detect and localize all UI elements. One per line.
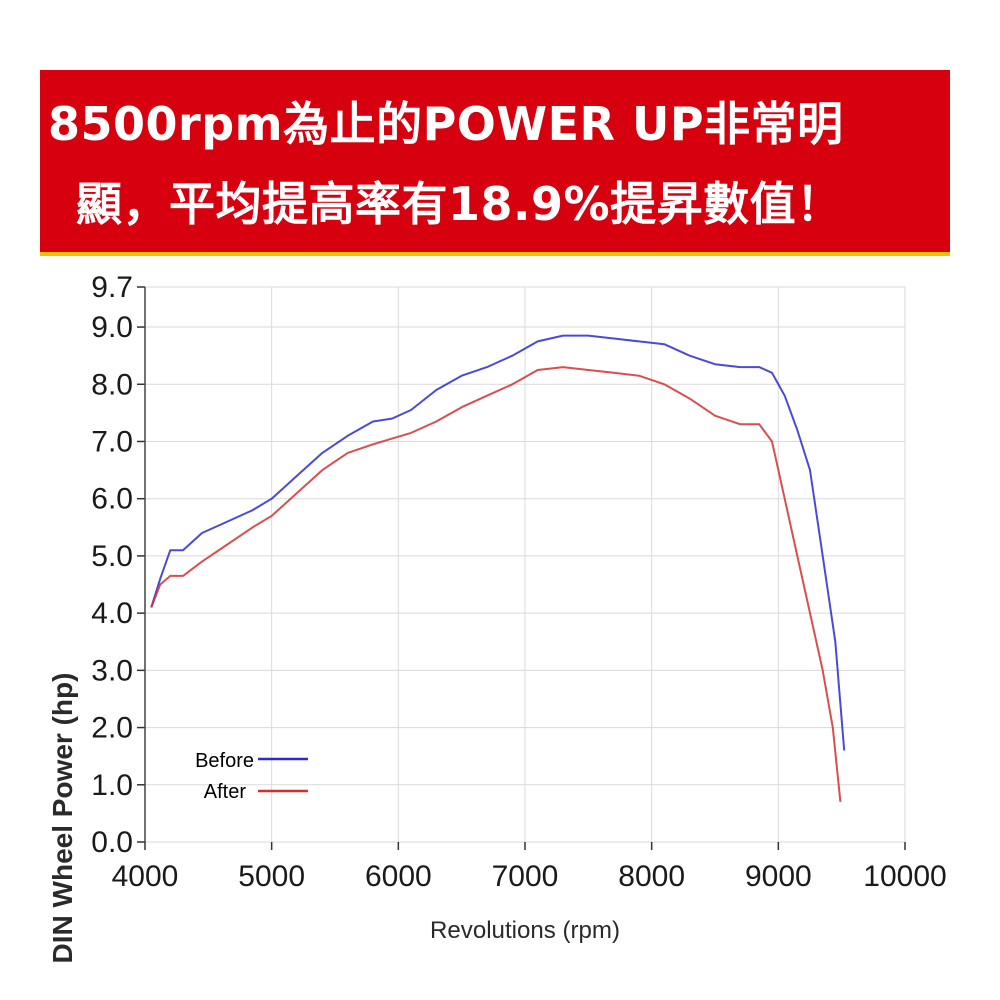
x-tick-label: 4000 [112, 860, 179, 893]
y-tick-label: 5.0 [91, 540, 133, 573]
y-tick-label: 3.0 [91, 654, 133, 687]
y-tick-label: 9.7 [91, 271, 133, 304]
y-tick-label: 9.0 [91, 311, 133, 344]
power-chart: 0.0 1.0 2.0 3.0 4.0 5.0 6.0 7.0 8.0 9.0 9.7 4000 50… [47, 271, 947, 964]
x-tick-label: 10000 [863, 860, 946, 893]
headline-banner: 8500rpm為止的POWER UP非常明 顯，平均提高率有18.9%提昇數值！ [40, 70, 950, 256]
y-tick-label: 8.0 [91, 368, 133, 401]
series-lines [150, 334, 846, 803]
x-axis-ticks: 4000 5000 6000 7000 8000 9000 10000 [112, 842, 947, 893]
y-tick-label: 1.0 [91, 769, 133, 802]
x-tick-label: 6000 [365, 860, 432, 893]
headline-line-1: 8500rpm為止的POWER UP非常明 [48, 97, 844, 151]
x-tick-label: 9000 [745, 860, 812, 893]
y-tick-label: 0.0 [91, 826, 133, 859]
x-tick-label: 7000 [492, 860, 559, 893]
y-tick-label: 7.0 [91, 425, 133, 458]
series-line-after [150, 366, 842, 803]
y-tick-label: 4.0 [91, 597, 133, 630]
y-tick-label: 2.0 [91, 712, 133, 745]
x-tick-label: 5000 [238, 860, 305, 893]
headline-line-2: 顯，平均提高率有18.9%提昇數值！ [76, 177, 843, 231]
y-tick-label: 6.0 [91, 483, 133, 516]
y-axis-ticks: 0.0 1.0 2.0 3.0 4.0 5.0 6.0 7.0 8.0 9.0 9.7 [91, 271, 146, 859]
legend: Before After [195, 750, 308, 803]
legend-label-before: Before [195, 750, 254, 772]
x-tick-label: 8000 [618, 860, 685, 893]
series-line-before [150, 334, 846, 751]
x-axis-label: Revolutions (rpm) [430, 917, 620, 944]
y-axis-label: DIN Wheel Power (hp) [47, 673, 78, 964]
legend-label-after: After [204, 781, 247, 803]
